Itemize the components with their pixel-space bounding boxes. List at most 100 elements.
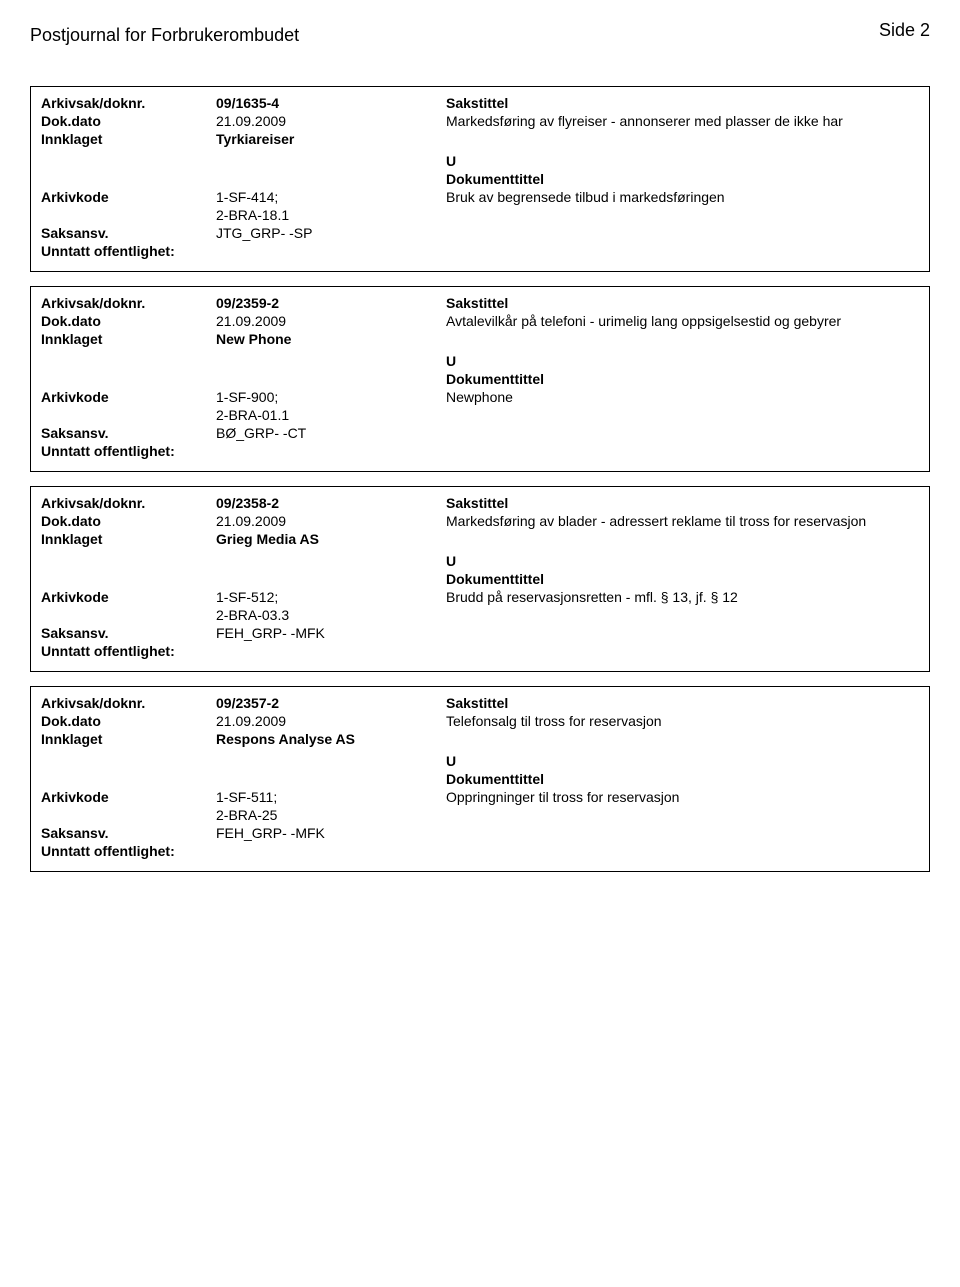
label-saksansv: Saksansv. (41, 825, 216, 841)
sakstittel-label: Sakstittel (446, 295, 919, 311)
dokdato-value: 21.09.2009 (216, 313, 446, 329)
arkivkode-l2: 2-BRA-25 (216, 807, 446, 823)
label-arkivsak: Arkivsak/doknr. (41, 495, 216, 511)
dokumenttittel-label: Dokumenttittel (446, 371, 919, 387)
row-arkivkode2: 2-BRA-01.1 (41, 407, 919, 423)
label-saksansv: Saksansv. (41, 225, 216, 241)
row-doktitle-label: Dokumenttittel (41, 771, 919, 787)
label-unntatt: Unntatt offentlighet: (41, 643, 216, 659)
row-arkivkode: Arkivkode 1-SF-900; Newphone (41, 389, 919, 405)
row-arkivkode: Arkivkode 1-SF-512; Brudd på reservasjon… (41, 589, 919, 605)
records-container: Arkivsak/doknr. 09/1635-4 Sakstittel Dok… (30, 86, 930, 872)
row-innklaget: Innklaget Respons Analyse AS (41, 731, 919, 747)
sakstittel-label: Sakstittel (446, 95, 919, 111)
row-arkivkode2: 2-BRA-18.1 (41, 207, 919, 223)
row-doktitle-label: Dokumenttittel (41, 571, 919, 587)
label-arkivsak: Arkivsak/doknr. (41, 695, 216, 711)
label-arkivkode: Arkivkode (41, 389, 216, 405)
row-u: U (41, 753, 919, 769)
dokdato-value: 21.09.2009 (216, 713, 446, 729)
arkivkode-l1: 1-SF-511; (216, 789, 446, 805)
dokdato-value: 21.09.2009 (216, 113, 446, 129)
innklaget-value: New Phone (216, 331, 446, 347)
row-arkivsak: Arkivsak/doknr. 09/2357-2 Sakstittel (41, 695, 919, 711)
row-arkivsak: Arkivsak/doknr. 09/2359-2 Sakstittel (41, 295, 919, 311)
label-dokdato: Dok.dato (41, 113, 216, 129)
dokumenttittel-value: Oppringninger til tross for reservasjon (446, 789, 919, 805)
label-innklaget: Innklaget (41, 331, 216, 347)
row-saksansv: Saksansv. FEH_GRP- -MFK (41, 625, 919, 641)
arkivsak-value: 09/1635-4 (216, 95, 446, 111)
row-dokdato: Dok.dato 21.09.2009 Markedsføring av fly… (41, 113, 919, 129)
row-u: U (41, 153, 919, 169)
row-unntatt: Unntatt offentlighet: (41, 443, 919, 459)
arkivsak-value: 09/2359-2 (216, 295, 446, 311)
row-saksansv: Saksansv. FEH_GRP- -MFK (41, 825, 919, 841)
record: Arkivsak/doknr. 09/2357-2 Sakstittel Dok… (30, 686, 930, 872)
u-value: U (446, 353, 919, 369)
row-unntatt: Unntatt offentlighet: (41, 243, 919, 259)
row-doktitle-label: Dokumenttittel (41, 371, 919, 387)
label-saksansv: Saksansv. (41, 425, 216, 441)
label-unntatt: Unntatt offentlighet: (41, 443, 216, 459)
label-innklaget: Innklaget (41, 731, 216, 747)
row-doktitle-label: Dokumenttittel (41, 171, 919, 187)
dokumenttittel-value: Bruk av begrensede tilbud i markedsførin… (446, 189, 919, 205)
arkivsak-value: 09/2357-2 (216, 695, 446, 711)
dokumenttittel-label: Dokumenttittel (446, 571, 919, 587)
saksansv-value: FEH_GRP- -MFK (216, 825, 446, 841)
row-unntatt: Unntatt offentlighet: (41, 643, 919, 659)
row-u: U (41, 353, 919, 369)
page-title: Postjournal for Forbrukerombudet (30, 25, 930, 46)
dokumenttittel-label: Dokumenttittel (446, 171, 919, 187)
row-dokdato: Dok.dato 21.09.2009 Avtalevilkår på tele… (41, 313, 919, 329)
row-innklaget: Innklaget Tyrkiareiser (41, 131, 919, 147)
row-innklaget: Innklaget New Phone (41, 331, 919, 347)
sakstittel-value: Markedsføring av flyreiser - annonserer … (446, 113, 919, 129)
sakstittel-value: Markedsføring av blader - adressert rekl… (446, 513, 919, 529)
label-unntatt: Unntatt offentlighet: (41, 843, 216, 859)
label-innklaget: Innklaget (41, 531, 216, 547)
label-dokdato: Dok.dato (41, 313, 216, 329)
u-value: U (446, 753, 919, 769)
row-unntatt: Unntatt offentlighet: (41, 843, 919, 859)
record: Arkivsak/doknr. 09/1635-4 Sakstittel Dok… (30, 86, 930, 272)
label-arkivsak: Arkivsak/doknr. (41, 295, 216, 311)
dokumenttittel-label: Dokumenttittel (446, 771, 919, 787)
label-saksansv: Saksansv. (41, 625, 216, 641)
dokumenttittel-value: Brudd på reservasjonsretten - mfl. § 13,… (446, 589, 919, 605)
dokumenttittel-value: Newphone (446, 389, 919, 405)
innklaget-value: Respons Analyse AS (216, 731, 446, 747)
label-unntatt: Unntatt offentlighet: (41, 243, 216, 259)
page-header: Side 2 Postjournal for Forbrukerombudet (30, 20, 930, 46)
saksansv-value: JTG_GRP- -SP (216, 225, 446, 241)
arkivkode-l1: 1-SF-512; (216, 589, 446, 605)
u-value: U (446, 153, 919, 169)
saksansv-value: FEH_GRP- -MFK (216, 625, 446, 641)
innklaget-value: Tyrkiareiser (216, 131, 446, 147)
saksansv-value: BØ_GRP- -CT (216, 425, 446, 441)
dokdato-value: 21.09.2009 (216, 513, 446, 529)
sakstittel-value: Telefonsalg til tross for reservasjon (446, 713, 919, 729)
arkivkode-l2: 2-BRA-18.1 (216, 207, 446, 223)
row-saksansv: Saksansv. JTG_GRP- -SP (41, 225, 919, 241)
row-u: U (41, 553, 919, 569)
u-value: U (446, 553, 919, 569)
row-arkivsak: Arkivsak/doknr. 09/2358-2 Sakstittel (41, 495, 919, 511)
row-innklaget: Innklaget Grieg Media AS (41, 531, 919, 547)
label-arkivkode: Arkivkode (41, 589, 216, 605)
arkivsak-value: 09/2358-2 (216, 495, 446, 511)
row-arkivsak: Arkivsak/doknr. 09/1635-4 Sakstittel (41, 95, 919, 111)
row-arkivkode2: 2-BRA-25 (41, 807, 919, 823)
row-arkivkode: Arkivkode 1-SF-414; Bruk av begrensede t… (41, 189, 919, 205)
row-arkivkode2: 2-BRA-03.3 (41, 607, 919, 623)
label-arkivsak: Arkivsak/doknr. (41, 95, 216, 111)
record: Arkivsak/doknr. 09/2358-2 Sakstittel Dok… (30, 486, 930, 672)
row-dokdato: Dok.dato 21.09.2009 Markedsføring av bla… (41, 513, 919, 529)
label-dokdato: Dok.dato (41, 713, 216, 729)
sakstittel-label: Sakstittel (446, 695, 919, 711)
row-arkivkode: Arkivkode 1-SF-511; Oppringninger til tr… (41, 789, 919, 805)
arkivkode-l1: 1-SF-414; (216, 189, 446, 205)
record: Arkivsak/doknr. 09/2359-2 Sakstittel Dok… (30, 286, 930, 472)
label-arkivkode: Arkivkode (41, 789, 216, 805)
